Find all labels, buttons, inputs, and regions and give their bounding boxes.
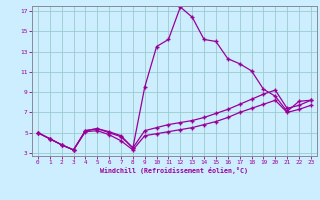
X-axis label: Windchill (Refroidissement éolien,°C): Windchill (Refroidissement éolien,°C) [100, 167, 248, 174]
